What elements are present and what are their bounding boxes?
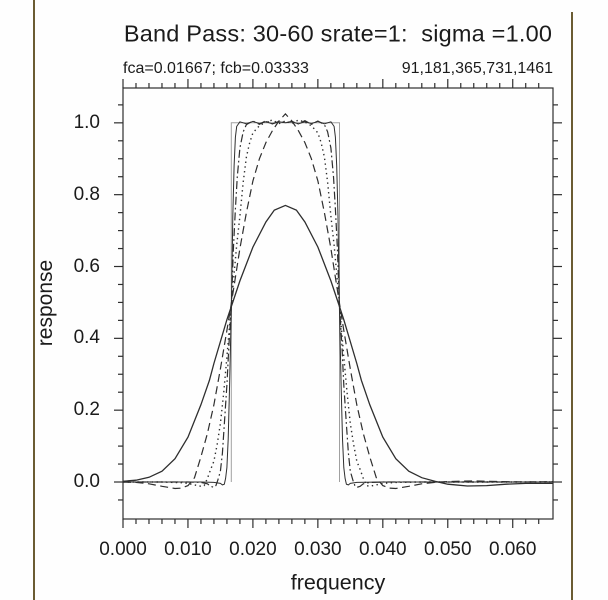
window-border-left (33, 0, 35, 600)
x-tick-label: 0.020 (229, 539, 277, 560)
y-tick-label: 0.4 (73, 327, 100, 349)
curve-nwt-181 (122, 113, 554, 490)
curve-nwt-91 (122, 204, 553, 487)
subtitle-cutoff-frequencies: fca=0.01667; fcb=0.03333 (123, 60, 309, 77)
x-tick-label: 0.030 (294, 539, 342, 560)
y-tick-label: 0.0 (73, 471, 100, 492)
y-tick-label: 0.2 (73, 399, 100, 421)
x-tick-label: 0.010 (164, 539, 212, 560)
subtitle-filter-weights: 91,181,365,731,1461 (401, 60, 553, 77)
x-tick-label: 0.050 (423, 539, 472, 560)
y-tick-label: 1.0 (73, 111, 100, 133)
x-axis-title: frequency (290, 570, 386, 595)
y-tick-label: 0.6 (73, 255, 100, 277)
x-tick-label: 0.040 (359, 539, 407, 560)
window-border-right (571, 12, 573, 600)
y-tick-label: 0.8 (73, 183, 100, 205)
x-tick-label: 0.060 (488, 539, 537, 560)
chart-title: Band Pass: 30-60 srate=1: sigma =1.00 (123, 20, 553, 47)
x-tick-label: 0.000 (99, 539, 147, 560)
curve-ideal-band (230, 122, 340, 482)
